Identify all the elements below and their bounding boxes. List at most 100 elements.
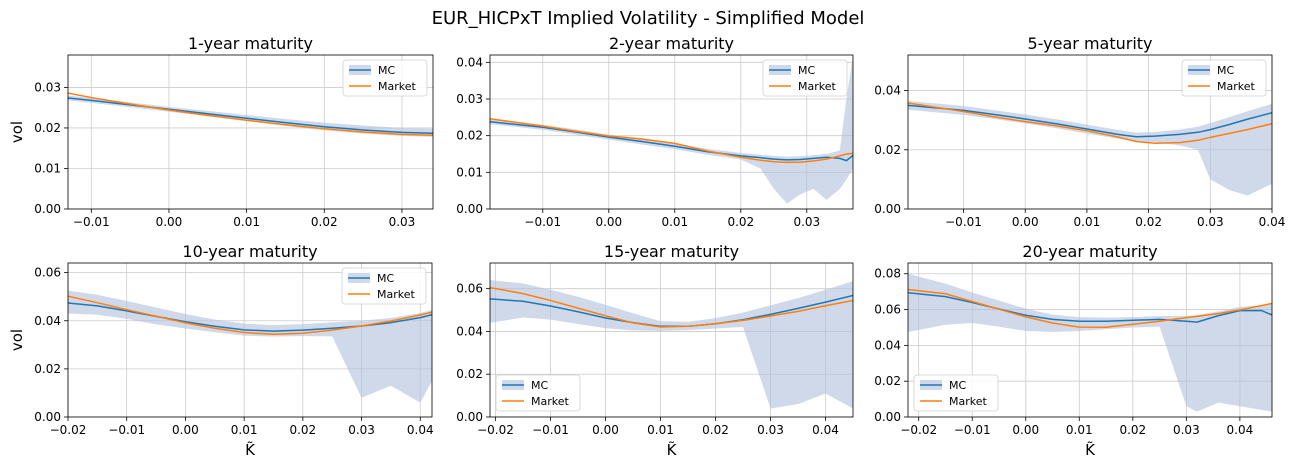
x-tick-label: 0.00 <box>1012 423 1039 437</box>
axes-frame <box>907 54 1273 210</box>
x-tick-label: 0.04 <box>1227 423 1254 437</box>
x-tick-label: 0.03 <box>1197 215 1224 229</box>
market-series-line <box>68 295 432 335</box>
y-tick-label: 0.00 <box>34 410 61 424</box>
x-tick-label: −0.02 <box>477 423 514 437</box>
plot-area <box>68 92 433 137</box>
legend-label: MC <box>531 379 548 392</box>
legend-label: MC <box>949 379 966 392</box>
panel-title: 5-year maturity <box>1027 34 1152 53</box>
y-tick-label: 0.08 <box>874 267 901 281</box>
y-tick-label: 0.00 <box>34 202 61 216</box>
market-series-line <box>490 286 853 328</box>
x-tick-label: 0.00 <box>172 423 199 437</box>
axes-frame <box>489 54 854 210</box>
mc-confidence-band <box>490 55 853 204</box>
mc-series-line <box>908 104 1272 138</box>
x-axis-label: K̃ <box>667 440 678 459</box>
y-tick-label: 0.00 <box>874 202 901 216</box>
y-tick-label: 0.06 <box>34 266 61 280</box>
y-tick-label: 0.04 <box>456 324 483 338</box>
y-tick-label: 0.00 <box>456 202 483 216</box>
legend: MC Market <box>342 59 428 97</box>
axes-frame <box>67 54 434 210</box>
x-tick-label: 0.01 <box>647 423 674 437</box>
y-tick-label: 0.02 <box>456 129 483 143</box>
legend-label: Market <box>798 80 836 93</box>
x-tick-label: 0.02 <box>1135 215 1162 229</box>
plot-area <box>490 55 853 204</box>
legend-label: Market <box>377 288 415 301</box>
y-tick-label: 0.02 <box>874 374 901 388</box>
legend-label: Market <box>378 80 416 93</box>
x-tick-label: 0.03 <box>348 423 375 437</box>
legend-label: MC <box>798 64 815 77</box>
axes-frame <box>489 262 854 418</box>
legend: MC Market <box>762 59 848 97</box>
x-tick-label: 0.04 <box>812 423 839 437</box>
x-tick-label: 0.00 <box>595 215 622 229</box>
panel-title: 20-year maturity <box>1022 242 1157 261</box>
market-series-line <box>908 288 1272 329</box>
panel-4: −0.02 −0.01 0.00 0.01 0.02 0.03 0.04 0.00 0.02 0.… <box>8 242 434 459</box>
y-tick-label: 0.02 <box>34 121 61 135</box>
x-tick-label: 0.02 <box>311 215 338 229</box>
market-series-line <box>908 102 1272 145</box>
legend-label: Market <box>1217 80 1255 93</box>
x-tick-label: −0.01 <box>108 423 145 437</box>
y-axis-label: vol <box>8 121 26 143</box>
x-axis-label: K̃ <box>245 440 256 459</box>
y-tick-label: 0.06 <box>874 303 901 317</box>
x-tick-label: 0.04 <box>407 423 434 437</box>
axes-frame <box>67 262 433 418</box>
mc-confidence-band <box>68 95 433 137</box>
mc-series-line <box>490 120 853 162</box>
y-tick-label: 0.03 <box>456 92 483 106</box>
legend-label: MC <box>378 64 395 77</box>
y-axis-label: vol <box>8 329 26 351</box>
y-tick-label: 0.04 <box>874 338 901 352</box>
x-tick-label: 0.02 <box>727 215 754 229</box>
axes-frame <box>907 262 1273 418</box>
x-tick-label: −0.01 <box>524 215 561 229</box>
market-series-line <box>68 92 433 136</box>
x-tick-label: 0.00 <box>156 215 183 229</box>
panel-title: 2-year maturity <box>609 34 734 53</box>
x-tick-label: 0.03 <box>1173 423 1200 437</box>
x-axis-label: K̃ <box>1085 440 1096 459</box>
mc-series-line <box>68 302 432 332</box>
legend-label: Market <box>531 395 569 408</box>
y-tick-label: 0.00 <box>456 410 483 424</box>
x-tick-label: 0.02 <box>1119 423 1146 437</box>
legend: MC Market <box>1181 59 1267 97</box>
panel-title: 1-year maturity <box>188 34 313 53</box>
figure-title: EUR_HICPxT Implied Volatility - Simplifi… <box>432 8 865 29</box>
x-tick-label: −0.02 <box>50 423 87 437</box>
plot-area <box>908 273 1272 412</box>
y-tick-label: 0.04 <box>874 84 901 98</box>
y-tick-label: 0.00 <box>874 410 901 424</box>
x-tick-label: 0.04 <box>1259 215 1286 229</box>
x-tick-label: 0.02 <box>702 423 729 437</box>
x-tick-label: 0.01 <box>1074 215 1101 229</box>
y-tick-label: 0.02 <box>34 362 61 376</box>
panel-5: −0.02 −0.01 0.00 0.01 0.02 0.03 0.04 0.00 0.02 0.… <box>456 242 854 459</box>
y-tick-label: 0.04 <box>456 55 483 69</box>
legend: MC Market <box>341 267 427 305</box>
plot-area <box>908 100 1272 196</box>
x-tick-label: 0.02 <box>289 423 316 437</box>
panel-title: 10-year maturity <box>182 242 317 261</box>
plot-area <box>68 290 432 403</box>
x-tick-label: −0.01 <box>73 215 110 229</box>
mc-confidence-band <box>908 100 1272 196</box>
plot-area <box>490 280 853 409</box>
panel-title: 15-year maturity <box>604 242 739 261</box>
x-tick-label: 0.01 <box>233 215 260 229</box>
legend-label: MC <box>1217 64 1234 77</box>
panel-6: −0.02 −0.01 0.00 0.01 0.02 0.03 0.04 0.00 0.02 0.… <box>874 242 1273 459</box>
legend-label: MC <box>377 272 394 285</box>
y-tick-label: 0.02 <box>456 367 483 381</box>
mc-series-line <box>68 97 433 134</box>
